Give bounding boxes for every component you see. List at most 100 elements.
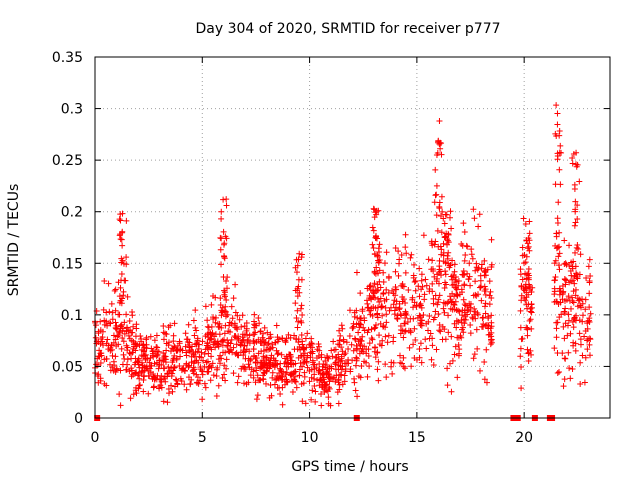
- data-point: [468, 246, 475, 253]
- data-point: [124, 293, 131, 300]
- data-point: [183, 349, 190, 356]
- data-point: [577, 359, 584, 366]
- data-point: [430, 300, 437, 307]
- data-point: [372, 322, 379, 329]
- data-point: [375, 270, 382, 277]
- data-point: [304, 364, 311, 371]
- data-point: [298, 332, 305, 339]
- data-point: [260, 376, 267, 383]
- data-point: [319, 381, 326, 388]
- data-point: [220, 196, 227, 203]
- data-point: [521, 260, 528, 267]
- data-point: [364, 329, 371, 336]
- data-point: [392, 245, 399, 252]
- data-point: [151, 337, 158, 344]
- data-point: [204, 368, 211, 375]
- data-point: [570, 299, 577, 306]
- data-point: [341, 378, 348, 385]
- data-point: [353, 269, 360, 276]
- data-point: [461, 281, 468, 288]
- data-point: [185, 321, 192, 328]
- data-point: [271, 362, 278, 369]
- y-tick-label: 0.15: [52, 256, 83, 272]
- data-point: [257, 340, 264, 347]
- data-point: [371, 280, 378, 287]
- data-point: [464, 311, 471, 318]
- data-point: [412, 336, 419, 343]
- data-point: [551, 291, 558, 298]
- data-point: [147, 333, 154, 340]
- data-point: [396, 306, 403, 313]
- data-point: [141, 352, 148, 359]
- data-point: [576, 296, 583, 303]
- data-point: [176, 338, 183, 345]
- data-point: [433, 182, 440, 189]
- data-point: [475, 291, 482, 298]
- data-point: [338, 353, 345, 360]
- data-point: [197, 366, 204, 373]
- data-point: [374, 366, 381, 373]
- data-point: [437, 243, 444, 250]
- data-point: [208, 353, 215, 360]
- data-point: [221, 371, 228, 378]
- data-point: [198, 349, 205, 356]
- data-point: [100, 342, 107, 349]
- data-point: [117, 217, 124, 224]
- data-point: [525, 274, 532, 281]
- data-point: [524, 325, 531, 332]
- data-point: [207, 377, 214, 384]
- data-point: [440, 299, 447, 306]
- data-point: [310, 375, 317, 382]
- data-point: [346, 307, 353, 314]
- data-point: [573, 149, 580, 156]
- data-point: [124, 361, 131, 368]
- data-point: [431, 241, 438, 248]
- data-point: [99, 328, 106, 335]
- data-point: [562, 355, 569, 362]
- data-point: [192, 324, 199, 331]
- data-point: [273, 347, 280, 354]
- data-point: [350, 323, 357, 330]
- data-point: [569, 155, 576, 162]
- data-point: [269, 374, 276, 381]
- data-point: [195, 380, 202, 387]
- data-point: [382, 304, 389, 311]
- data-point: [396, 352, 403, 359]
- data-point: [118, 277, 125, 284]
- data-point: [315, 352, 322, 359]
- data-point: [372, 209, 379, 216]
- data-point: [582, 327, 589, 334]
- data-point: [555, 253, 562, 260]
- data-point: [353, 354, 360, 361]
- data-point: [338, 322, 345, 329]
- data-point: [448, 333, 455, 340]
- data-point: [412, 278, 419, 285]
- data-point: [343, 360, 350, 367]
- data-point: [446, 360, 453, 367]
- data-point: [337, 332, 344, 339]
- data-point: [483, 379, 490, 386]
- data-point: [94, 373, 101, 380]
- data-point: [370, 244, 377, 251]
- data-point: [112, 319, 119, 326]
- data-point: [200, 357, 207, 364]
- data-point: [284, 360, 291, 367]
- data-point: [153, 353, 160, 360]
- data-point: [164, 370, 171, 377]
- data-point: [135, 370, 142, 377]
- data-point: [523, 271, 530, 278]
- data-point: [437, 328, 444, 335]
- data-point: [164, 399, 171, 406]
- data-point: [416, 265, 423, 272]
- data-point: [170, 346, 177, 353]
- data-point: [132, 355, 139, 362]
- data-point: [222, 303, 229, 310]
- data-point: [357, 290, 364, 297]
- data-point: [342, 350, 349, 357]
- data-point: [138, 346, 145, 353]
- data-point: [260, 336, 267, 343]
- data-point: [436, 141, 443, 148]
- data-point: [374, 235, 381, 242]
- data-point: [572, 219, 579, 226]
- data-point: [201, 351, 208, 358]
